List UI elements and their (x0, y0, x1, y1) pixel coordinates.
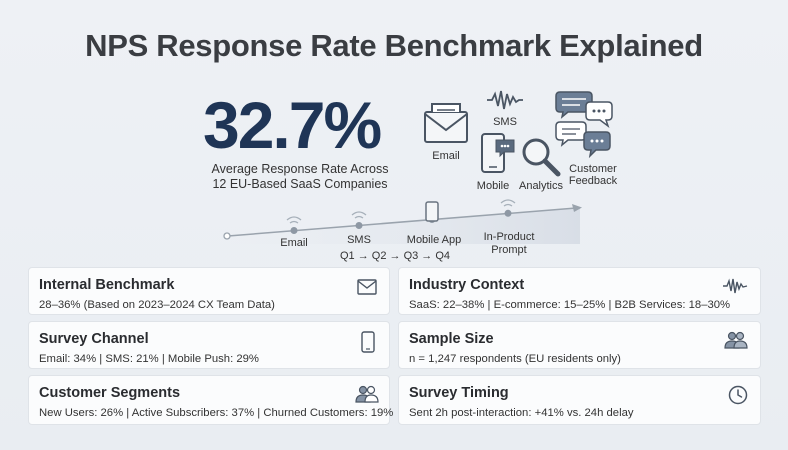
description-line-1: Average Response Rate Across (211, 162, 389, 176)
card-customer-segments: Customer Segments New Users: 26% | Activ… (28, 375, 394, 425)
card-title: Industry Context (409, 277, 525, 293)
chat-bubbles-icon (555, 91, 613, 159)
card-body: New Users: 26% | Active Subscribers: 37%… (39, 407, 394, 419)
card-title: Survey Channel (39, 331, 149, 347)
magnifier-icon (522, 138, 561, 177)
card-body: n = 1,247 respondents (EU residents only… (409, 353, 621, 365)
card-title: Survey Timing (409, 385, 509, 401)
email-icon-label: Email (432, 150, 460, 162)
timeline-quarters: Q1 → Q2 → Q3 → Q4 (340, 250, 451, 262)
clock-icon (728, 385, 748, 405)
card-survey-timing: Survey Timing Sent 2h post-interaction: … (398, 375, 761, 425)
mobile-icon-label: Mobile (476, 180, 510, 192)
card-body: SaaS: 22–38% | E-commerce: 15–25% | B2B … (409, 299, 731, 311)
description-line-2: 12 EU-Based SaaS Companies (212, 177, 388, 191)
card-body: 28–36% (Based on 2023–2024 CX Team Data) (39, 299, 275, 311)
envelope-icon (357, 279, 377, 295)
timeline-step-sms: SMS (347, 234, 371, 246)
feedback-label-line-1: Customer (569, 163, 617, 175)
card-internal-benchmark: Internal Benchmark 28–36% (Based on 2023… (28, 267, 390, 315)
in-product-line-2: Prompt (491, 244, 527, 256)
sms-icon-label: SMS (493, 116, 517, 128)
timeline-step-email: Email (280, 237, 308, 249)
envelope-icon (424, 103, 468, 143)
response-rate-description: Average Response Rate Across 12 EU-Based… (200, 162, 400, 192)
in-product-line-1: In-Product (483, 231, 535, 243)
customer-feedback-icon-label: Customer Feedback (560, 163, 626, 187)
card-title: Sample Size (409, 331, 494, 347)
waveform-icon (487, 90, 523, 110)
timeline-step-in-product: In-Product Prompt (478, 231, 540, 257)
people-icon (724, 331, 748, 349)
card-body: Sent 2h post-interaction: +41% vs. 24h d… (409, 407, 634, 419)
timeline-step-mobile-app: Mobile App (406, 234, 462, 246)
timeline-arrow (223, 199, 582, 244)
card-sample-size: Sample Size n = 1,247 respondents (EU re… (398, 321, 761, 369)
card-industry-context: Industry Context SaaS: 22–38% | E-commer… (398, 267, 761, 315)
feedback-label-line-2: Feedback (568, 175, 618, 187)
card-survey-channel: Survey Channel Email: 34% | SMS: 21% | M… (28, 321, 390, 369)
waveform-icon (723, 278, 748, 294)
analytics-icon-label: Analytics (518, 180, 564, 192)
card-title: Customer Segments (39, 385, 181, 401)
card-body: Email: 34% | SMS: 21% | Mobile Push: 29% (39, 353, 259, 365)
mobile-icon (481, 133, 515, 173)
people-icon (355, 385, 379, 403)
response-rate-value: 32.7% (203, 88, 382, 162)
page-title: NPS Response Rate Benchmark Explained (85, 28, 703, 63)
card-title: Internal Benchmark (39, 277, 175, 293)
phone-icon (361, 331, 375, 353)
